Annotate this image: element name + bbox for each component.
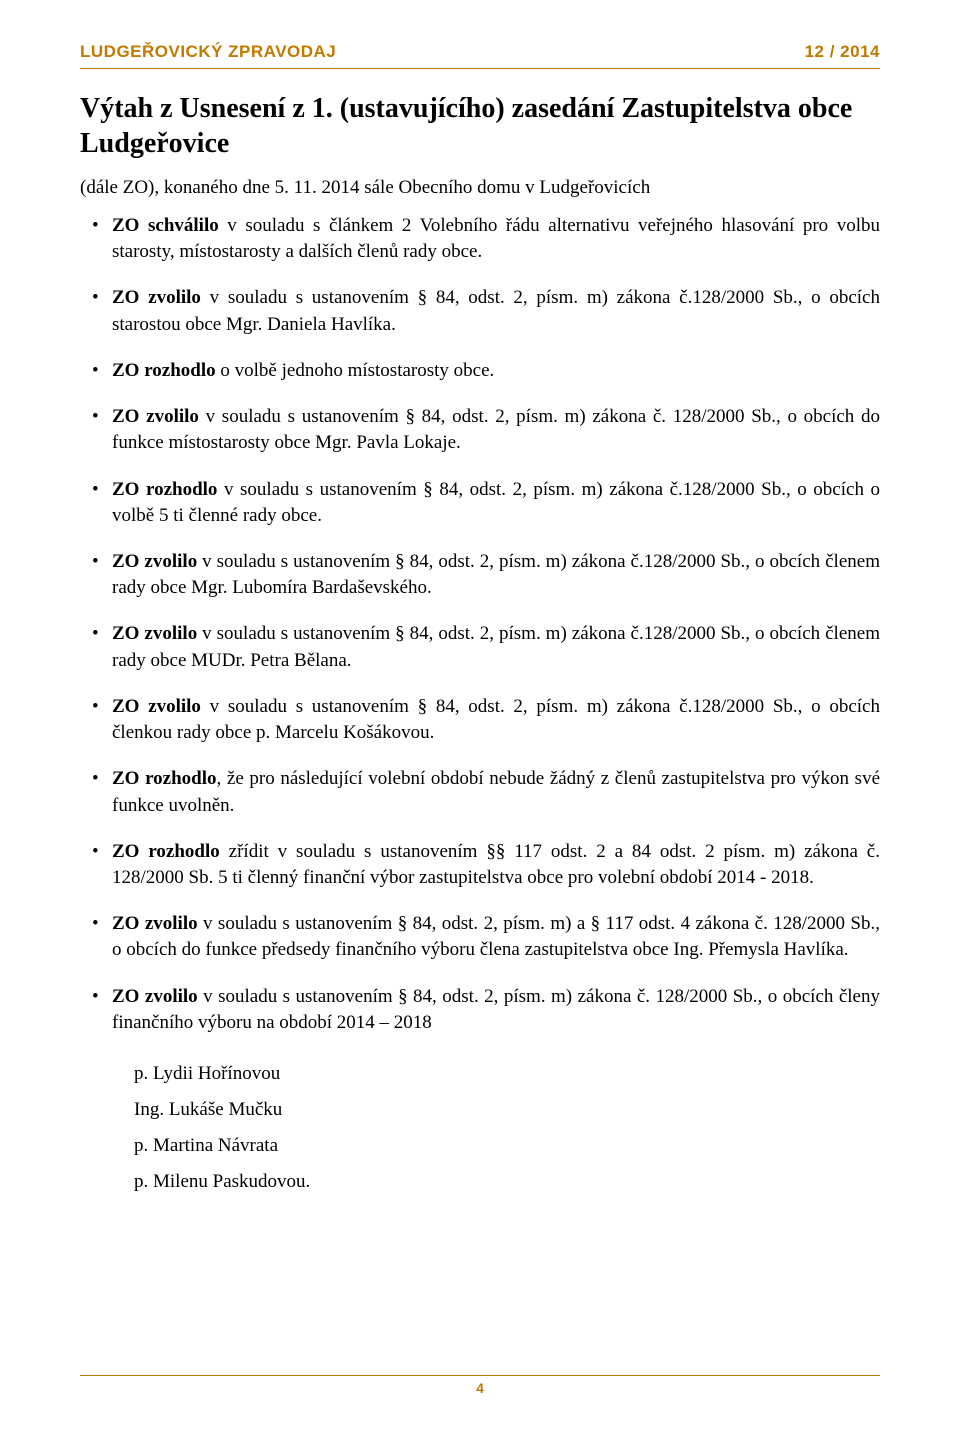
- resolution-text: v souladu s ustanovením § 84, odst. 2, p…: [112, 479, 880, 526]
- resolution-text: v souladu s ustanovením § 84, odst. 2, p…: [112, 986, 880, 1033]
- resolution-text: v souladu s ustanovením § 84, odst. 2, p…: [112, 623, 880, 670]
- resolution-item: ZO rozhodlo v souladu s ustanovením § 84…: [80, 477, 880, 529]
- resolution-text: v souladu s ustanovením § 84, odst. 2, p…: [112, 406, 880, 453]
- name-item: p. Lydii Hořínovou: [134, 1056, 880, 1092]
- resolution-item: ZO zvolilo v souladu s ustanovením § 84,…: [80, 285, 880, 337]
- resolution-prefix: ZO zvolilo: [112, 913, 198, 934]
- resolution-item: ZO zvolilo v souladu s ustanovením § 84,…: [80, 404, 880, 456]
- resolution-item: ZO rozhodlo o volbě jednoho místostarost…: [80, 358, 880, 384]
- header-right: 12 / 2014: [805, 42, 880, 62]
- resolution-prefix: ZO zvolilo: [112, 287, 201, 308]
- resolution-item: ZO zvolilo v souladu s ustanovením § 84,…: [80, 984, 880, 1036]
- running-header: LUDGEŘOVICKÝ ZPRAVODAJ 12 / 2014: [80, 42, 880, 62]
- resolution-text: v souladu s ustanovením § 84, odst. 2, p…: [112, 913, 880, 960]
- resolution-prefix: ZO rozhodlo: [112, 360, 216, 381]
- resolution-prefix: ZO rozhodlo: [112, 841, 220, 862]
- resolution-text: o volbě jednoho místostarosty obce.: [216, 360, 495, 381]
- resolution-item: ZO schválilo v souladu s článkem 2 Voleb…: [80, 213, 880, 265]
- resolution-item: ZO rozhodlo zřídit v souladu s ustanoven…: [80, 839, 880, 891]
- resolution-text: , že pro následující volební období nebu…: [112, 768, 880, 815]
- resolution-text: v souladu s ustanovením § 84, odst. 2, p…: [112, 696, 880, 743]
- resolution-prefix: ZO schválilo: [112, 215, 219, 236]
- resolution-item: ZO zvolilo v souladu s ustanovením § 84,…: [80, 911, 880, 963]
- resolution-item: ZO rozhodlo, že pro následující volební …: [80, 766, 880, 818]
- name-item: p. Martina Návrata: [134, 1128, 880, 1164]
- resolution-item: ZO zvolilo v souladu s ustanovením § 84,…: [80, 549, 880, 601]
- resolution-text: v souladu s článkem 2 Volebního řádu alt…: [112, 215, 880, 262]
- resolution-prefix: ZO zvolilo: [112, 623, 197, 644]
- resolution-prefix: ZO zvolilo: [112, 406, 199, 427]
- resolution-text: v souladu s ustanovením § 84, odst. 2, p…: [112, 551, 880, 598]
- resolution-list: ZO schválilo v souladu s článkem 2 Voleb…: [80, 213, 880, 1036]
- page-number: 4: [476, 1380, 484, 1396]
- names-block: p. Lydii Hořínovou Ing. Lukáše Mučku p. …: [80, 1056, 880, 1200]
- resolution-text: zřídit v souladu s ustanovením §§ 117 od…: [112, 841, 880, 888]
- resolution-item: ZO zvolilo v souladu s ustanovením § 84,…: [80, 694, 880, 746]
- name-item: Ing. Lukáše Mučku: [134, 1092, 880, 1128]
- footer: 4: [80, 1375, 880, 1398]
- resolution-prefix: ZO zvolilo: [112, 696, 201, 717]
- subtitle: (dále ZO), konaného dne 5. 11. 2014 sále…: [80, 177, 880, 199]
- header-rule: [80, 68, 880, 69]
- resolution-text: v souladu s ustanovením § 84, odst. 2, p…: [112, 287, 880, 334]
- name-item: p. Milenu Paskudovou.: [134, 1164, 880, 1200]
- resolution-item: ZO zvolilo v souladu s ustanovením § 84,…: [80, 621, 880, 673]
- resolution-prefix: ZO zvolilo: [112, 551, 197, 572]
- resolution-prefix: ZO rozhodlo: [112, 768, 217, 789]
- resolution-prefix: ZO rozhodlo: [112, 479, 217, 500]
- header-left: LUDGEŘOVICKÝ ZPRAVODAJ: [80, 42, 336, 62]
- page: LUDGEŘOVICKÝ ZPRAVODAJ 12 / 2014 Výtah z…: [0, 0, 960, 1434]
- page-title: Výtah z Usnesení z 1. (ustavujícího) zas…: [80, 91, 880, 161]
- resolution-prefix: ZO zvolilo: [112, 986, 198, 1007]
